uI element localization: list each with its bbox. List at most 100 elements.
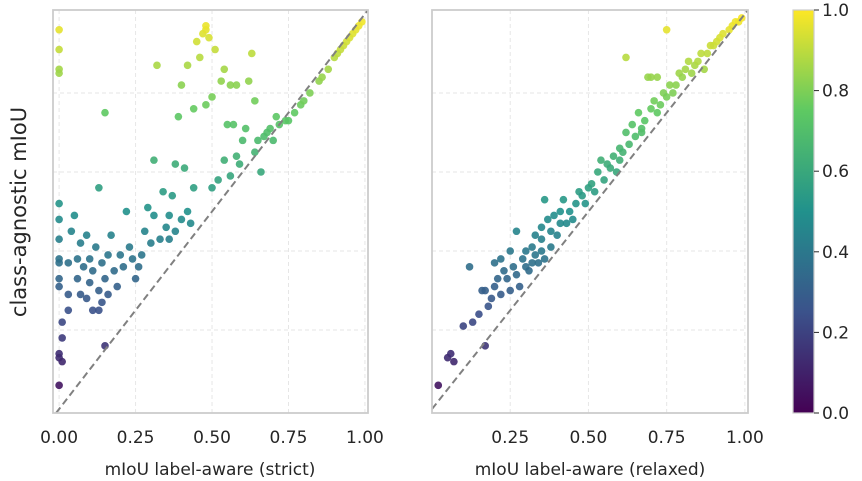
diagonal-line-strict — [55, 9, 369, 414]
data-point — [269, 136, 277, 145]
data-point — [192, 37, 201, 46]
plot-frame-relaxed — [431, 9, 749, 414]
data-point — [165, 235, 174, 243]
data-point — [515, 282, 524, 291]
data-point — [226, 81, 235, 89]
data-point — [79, 263, 88, 271]
x-tick-label: 0.50 — [193, 428, 231, 448]
data-point — [653, 108, 662, 117]
data-point — [55, 274, 63, 283]
x-axis-label-relaxed: mIoU label-aware (relaxed) — [475, 460, 706, 480]
data-point — [719, 29, 727, 38]
data-point — [226, 172, 235, 180]
data-point — [195, 53, 204, 62]
data-point — [171, 227, 180, 236]
colorbar-tick-label: 0.4 — [822, 243, 849, 263]
data-point — [450, 357, 458, 366]
data-point — [229, 120, 238, 129]
data-point — [622, 53, 630, 62]
data-point — [251, 148, 259, 157]
data-point — [497, 255, 505, 263]
data-point — [647, 104, 655, 113]
data-point — [656, 101, 665, 109]
xticks-relaxed: 0.25 0.50 0.75 1.00 — [491, 428, 764, 448]
data-point — [637, 124, 646, 133]
data-point — [104, 290, 112, 299]
data-point — [254, 136, 262, 145]
data-point — [493, 274, 502, 283]
data-point — [590, 187, 599, 196]
colorbar-tick-label: 1.0 — [822, 1, 849, 21]
data-point — [144, 203, 152, 212]
grid-relaxed — [432, 10, 748, 413]
data-point — [165, 211, 174, 220]
data-point — [518, 255, 527, 263]
data-point — [299, 97, 308, 105]
data-point — [180, 164, 189, 172]
data-point — [55, 259, 63, 267]
data-point — [177, 81, 186, 89]
data-point — [512, 227, 521, 236]
data-point — [153, 61, 161, 70]
data-point — [208, 183, 216, 192]
data-point — [247, 49, 256, 58]
data-point — [672, 81, 680, 89]
data-point — [662, 25, 671, 34]
data-point — [88, 266, 97, 275]
data-point — [475, 310, 483, 319]
data-point — [597, 156, 605, 164]
x-axis-label-strict: mIoU label-aware (strict) — [105, 460, 316, 480]
data-point — [125, 243, 134, 251]
data-point — [177, 215, 186, 224]
data-point — [540, 255, 549, 263]
data-point — [220, 156, 229, 164]
data-point — [653, 73, 662, 81]
data-point — [58, 357, 66, 366]
colorbar-tick-label: 0.6 — [822, 162, 849, 182]
data-point — [647, 73, 655, 81]
x-tick-label: 0.75 — [648, 428, 686, 448]
data-point — [95, 286, 103, 295]
data-point — [556, 219, 565, 228]
data-point — [107, 231, 115, 240]
data-point — [119, 263, 128, 271]
data-point — [578, 191, 586, 200]
data-point — [625, 140, 633, 149]
data-point — [581, 199, 590, 208]
data-point — [565, 207, 574, 216]
data-point — [503, 274, 511, 283]
data-point — [434, 381, 443, 390]
data-point — [189, 183, 198, 192]
data-point — [528, 259, 536, 267]
data-point — [85, 255, 94, 263]
x-tick-label: 0.00 — [40, 428, 78, 448]
data-point — [64, 259, 73, 267]
data-point — [55, 69, 63, 78]
data-point — [550, 211, 558, 220]
data-point — [85, 278, 94, 287]
data-point — [211, 45, 219, 54]
data-point — [266, 124, 274, 133]
data-point — [562, 219, 571, 228]
data-point — [662, 93, 671, 101]
data-point — [290, 108, 299, 117]
data-point — [171, 160, 180, 168]
data-point — [55, 381, 63, 390]
x-tick-label: 0.25 — [117, 428, 155, 448]
data-point — [628, 120, 637, 129]
data-point — [116, 251, 125, 259]
data-point — [481, 286, 489, 295]
data-point — [244, 77, 253, 85]
data-point — [587, 180, 596, 188]
x-tick-label: 1.00 — [726, 428, 764, 448]
data-point — [678, 73, 687, 81]
data-point — [600, 176, 608, 184]
data-point — [98, 259, 106, 267]
diagonal-line-relaxed — [431, 9, 749, 410]
data-point — [528, 243, 536, 251]
panel-strict: 0.00 0.25 0.50 0.75 1.00 mIoU label-aware (s… — [40, 9, 384, 480]
data-point — [681, 65, 690, 74]
data-point — [101, 108, 109, 117]
data-point — [134, 263, 143, 271]
data-point — [609, 152, 618, 160]
